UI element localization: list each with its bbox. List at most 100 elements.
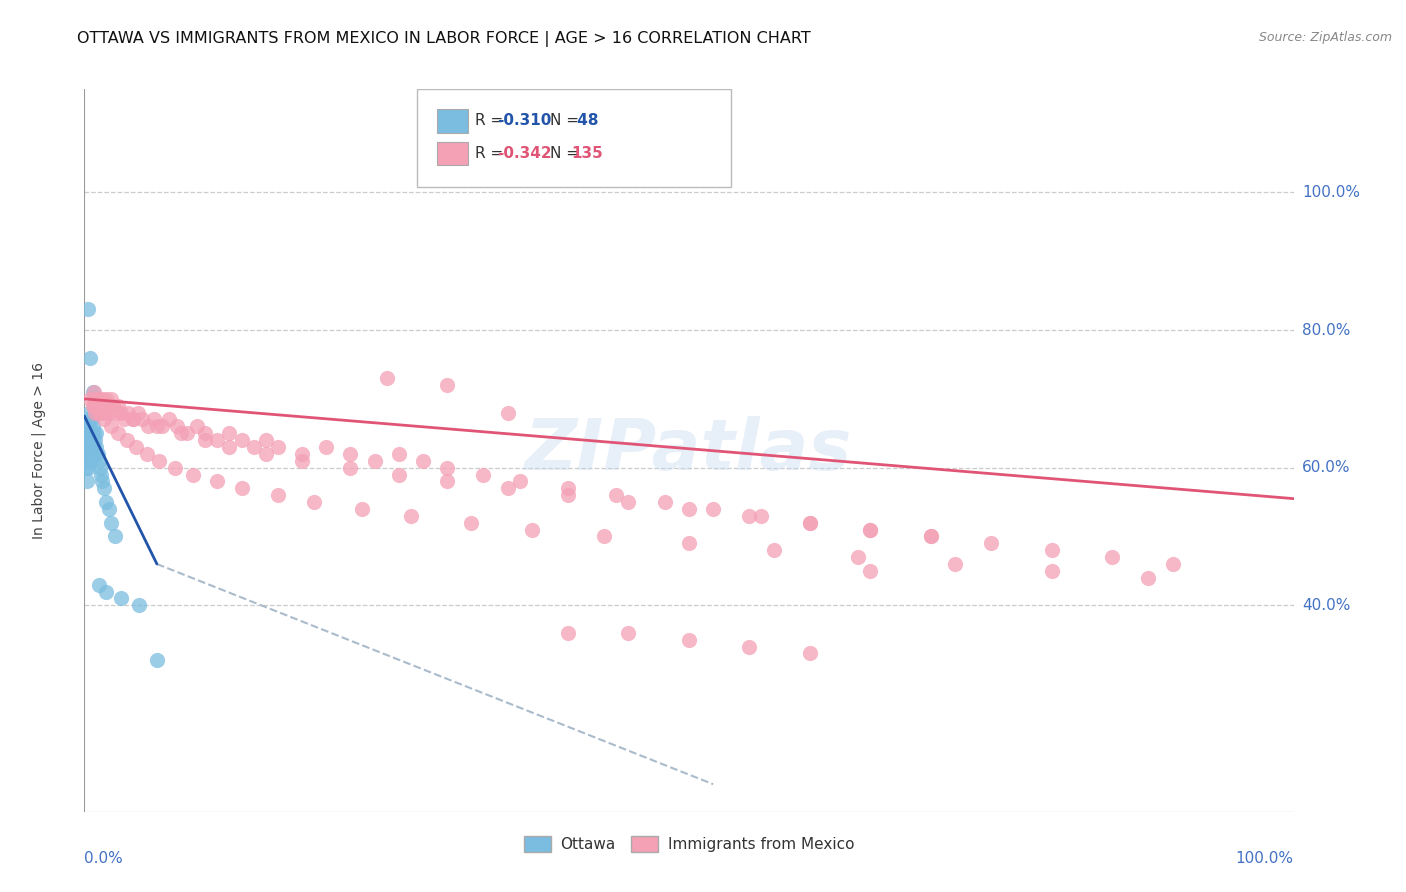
Point bbox=[762, 543, 785, 558]
Point bbox=[943, 557, 966, 571]
Point bbox=[86, 399, 108, 413]
Point bbox=[496, 481, 519, 495]
Point bbox=[150, 419, 173, 434]
Text: OTTAWA VS IMMIGRANTS FROM MEXICO IN LABOR FORCE | AGE > 16 CORRELATION CHART: OTTAWA VS IMMIGRANTS FROM MEXICO IN LABO… bbox=[77, 31, 811, 47]
Point bbox=[77, 302, 100, 317]
Text: N =: N = bbox=[550, 146, 583, 161]
Point bbox=[412, 454, 434, 468]
Point bbox=[89, 406, 111, 420]
Point bbox=[76, 454, 98, 468]
Point bbox=[496, 406, 519, 420]
Point bbox=[388, 447, 411, 461]
Point bbox=[267, 488, 290, 502]
Point bbox=[128, 599, 150, 613]
Text: -0.310: -0.310 bbox=[496, 113, 551, 128]
Point bbox=[751, 508, 773, 523]
Point bbox=[165, 460, 187, 475]
Point bbox=[388, 467, 411, 482]
Text: Source: ZipAtlas.com: Source: ZipAtlas.com bbox=[1258, 31, 1392, 45]
Point bbox=[75, 433, 97, 447]
Point bbox=[82, 433, 104, 447]
Point bbox=[302, 495, 325, 509]
Point bbox=[86, 440, 108, 454]
Point bbox=[146, 419, 169, 434]
Point bbox=[181, 467, 204, 482]
Point bbox=[399, 508, 422, 523]
Point bbox=[920, 529, 942, 543]
Point bbox=[702, 502, 724, 516]
Point bbox=[104, 529, 127, 543]
Point bbox=[799, 647, 821, 661]
Point bbox=[436, 460, 458, 475]
Point bbox=[121, 412, 143, 426]
Point bbox=[77, 447, 100, 461]
Point bbox=[87, 577, 110, 591]
Point bbox=[93, 481, 115, 495]
Point bbox=[91, 475, 114, 489]
Text: 135: 135 bbox=[572, 146, 603, 161]
Point bbox=[859, 523, 882, 537]
Point bbox=[110, 591, 132, 606]
Point bbox=[80, 440, 103, 454]
Point bbox=[79, 454, 101, 468]
Point bbox=[186, 419, 208, 434]
Point bbox=[557, 625, 579, 640]
Point bbox=[375, 371, 398, 385]
Point bbox=[100, 516, 122, 530]
Point bbox=[75, 460, 97, 475]
Point bbox=[104, 406, 127, 420]
Point bbox=[678, 502, 700, 516]
Point bbox=[100, 419, 122, 434]
Point bbox=[131, 412, 153, 426]
Point bbox=[94, 584, 117, 599]
Point bbox=[436, 378, 458, 392]
Point bbox=[94, 495, 117, 509]
Text: 60.0%: 60.0% bbox=[1302, 460, 1350, 475]
Point bbox=[678, 632, 700, 647]
Point bbox=[605, 488, 627, 502]
Text: 100.0%: 100.0% bbox=[1302, 185, 1360, 200]
Point bbox=[77, 440, 100, 454]
Point bbox=[79, 440, 101, 454]
Point bbox=[291, 454, 314, 468]
Point bbox=[207, 475, 229, 489]
Point bbox=[315, 440, 337, 454]
Text: -0.342: -0.342 bbox=[496, 146, 551, 161]
Point bbox=[100, 392, 122, 406]
Point bbox=[87, 392, 110, 406]
Point bbox=[76, 440, 98, 454]
Point bbox=[103, 399, 125, 413]
Point bbox=[76, 475, 98, 489]
Point bbox=[472, 467, 495, 482]
Point bbox=[110, 406, 132, 420]
Text: ZIPatlas: ZIPatlas bbox=[526, 416, 852, 485]
Text: R =: R = bbox=[475, 146, 508, 161]
Text: 100.0%: 100.0% bbox=[1236, 852, 1294, 866]
Point bbox=[1137, 571, 1160, 585]
Point bbox=[117, 406, 139, 420]
Point bbox=[557, 488, 579, 502]
Point bbox=[157, 412, 180, 426]
Point bbox=[339, 447, 361, 461]
Point bbox=[557, 481, 579, 495]
Point bbox=[170, 426, 193, 441]
Point bbox=[799, 516, 821, 530]
Point bbox=[846, 550, 869, 565]
Point bbox=[84, 406, 107, 420]
Point bbox=[1040, 543, 1063, 558]
Point bbox=[107, 426, 129, 441]
Point bbox=[254, 447, 277, 461]
Point bbox=[77, 406, 100, 420]
Text: 0.0%: 0.0% bbox=[84, 852, 124, 866]
Point bbox=[1161, 557, 1184, 571]
Point bbox=[84, 447, 107, 461]
Point bbox=[859, 564, 882, 578]
Point bbox=[176, 426, 198, 441]
Point bbox=[82, 384, 104, 399]
Point bbox=[97, 406, 120, 420]
Point bbox=[194, 426, 217, 441]
Point bbox=[339, 460, 361, 475]
Point bbox=[87, 454, 110, 468]
Text: R =: R = bbox=[475, 113, 508, 128]
Point bbox=[125, 440, 148, 454]
